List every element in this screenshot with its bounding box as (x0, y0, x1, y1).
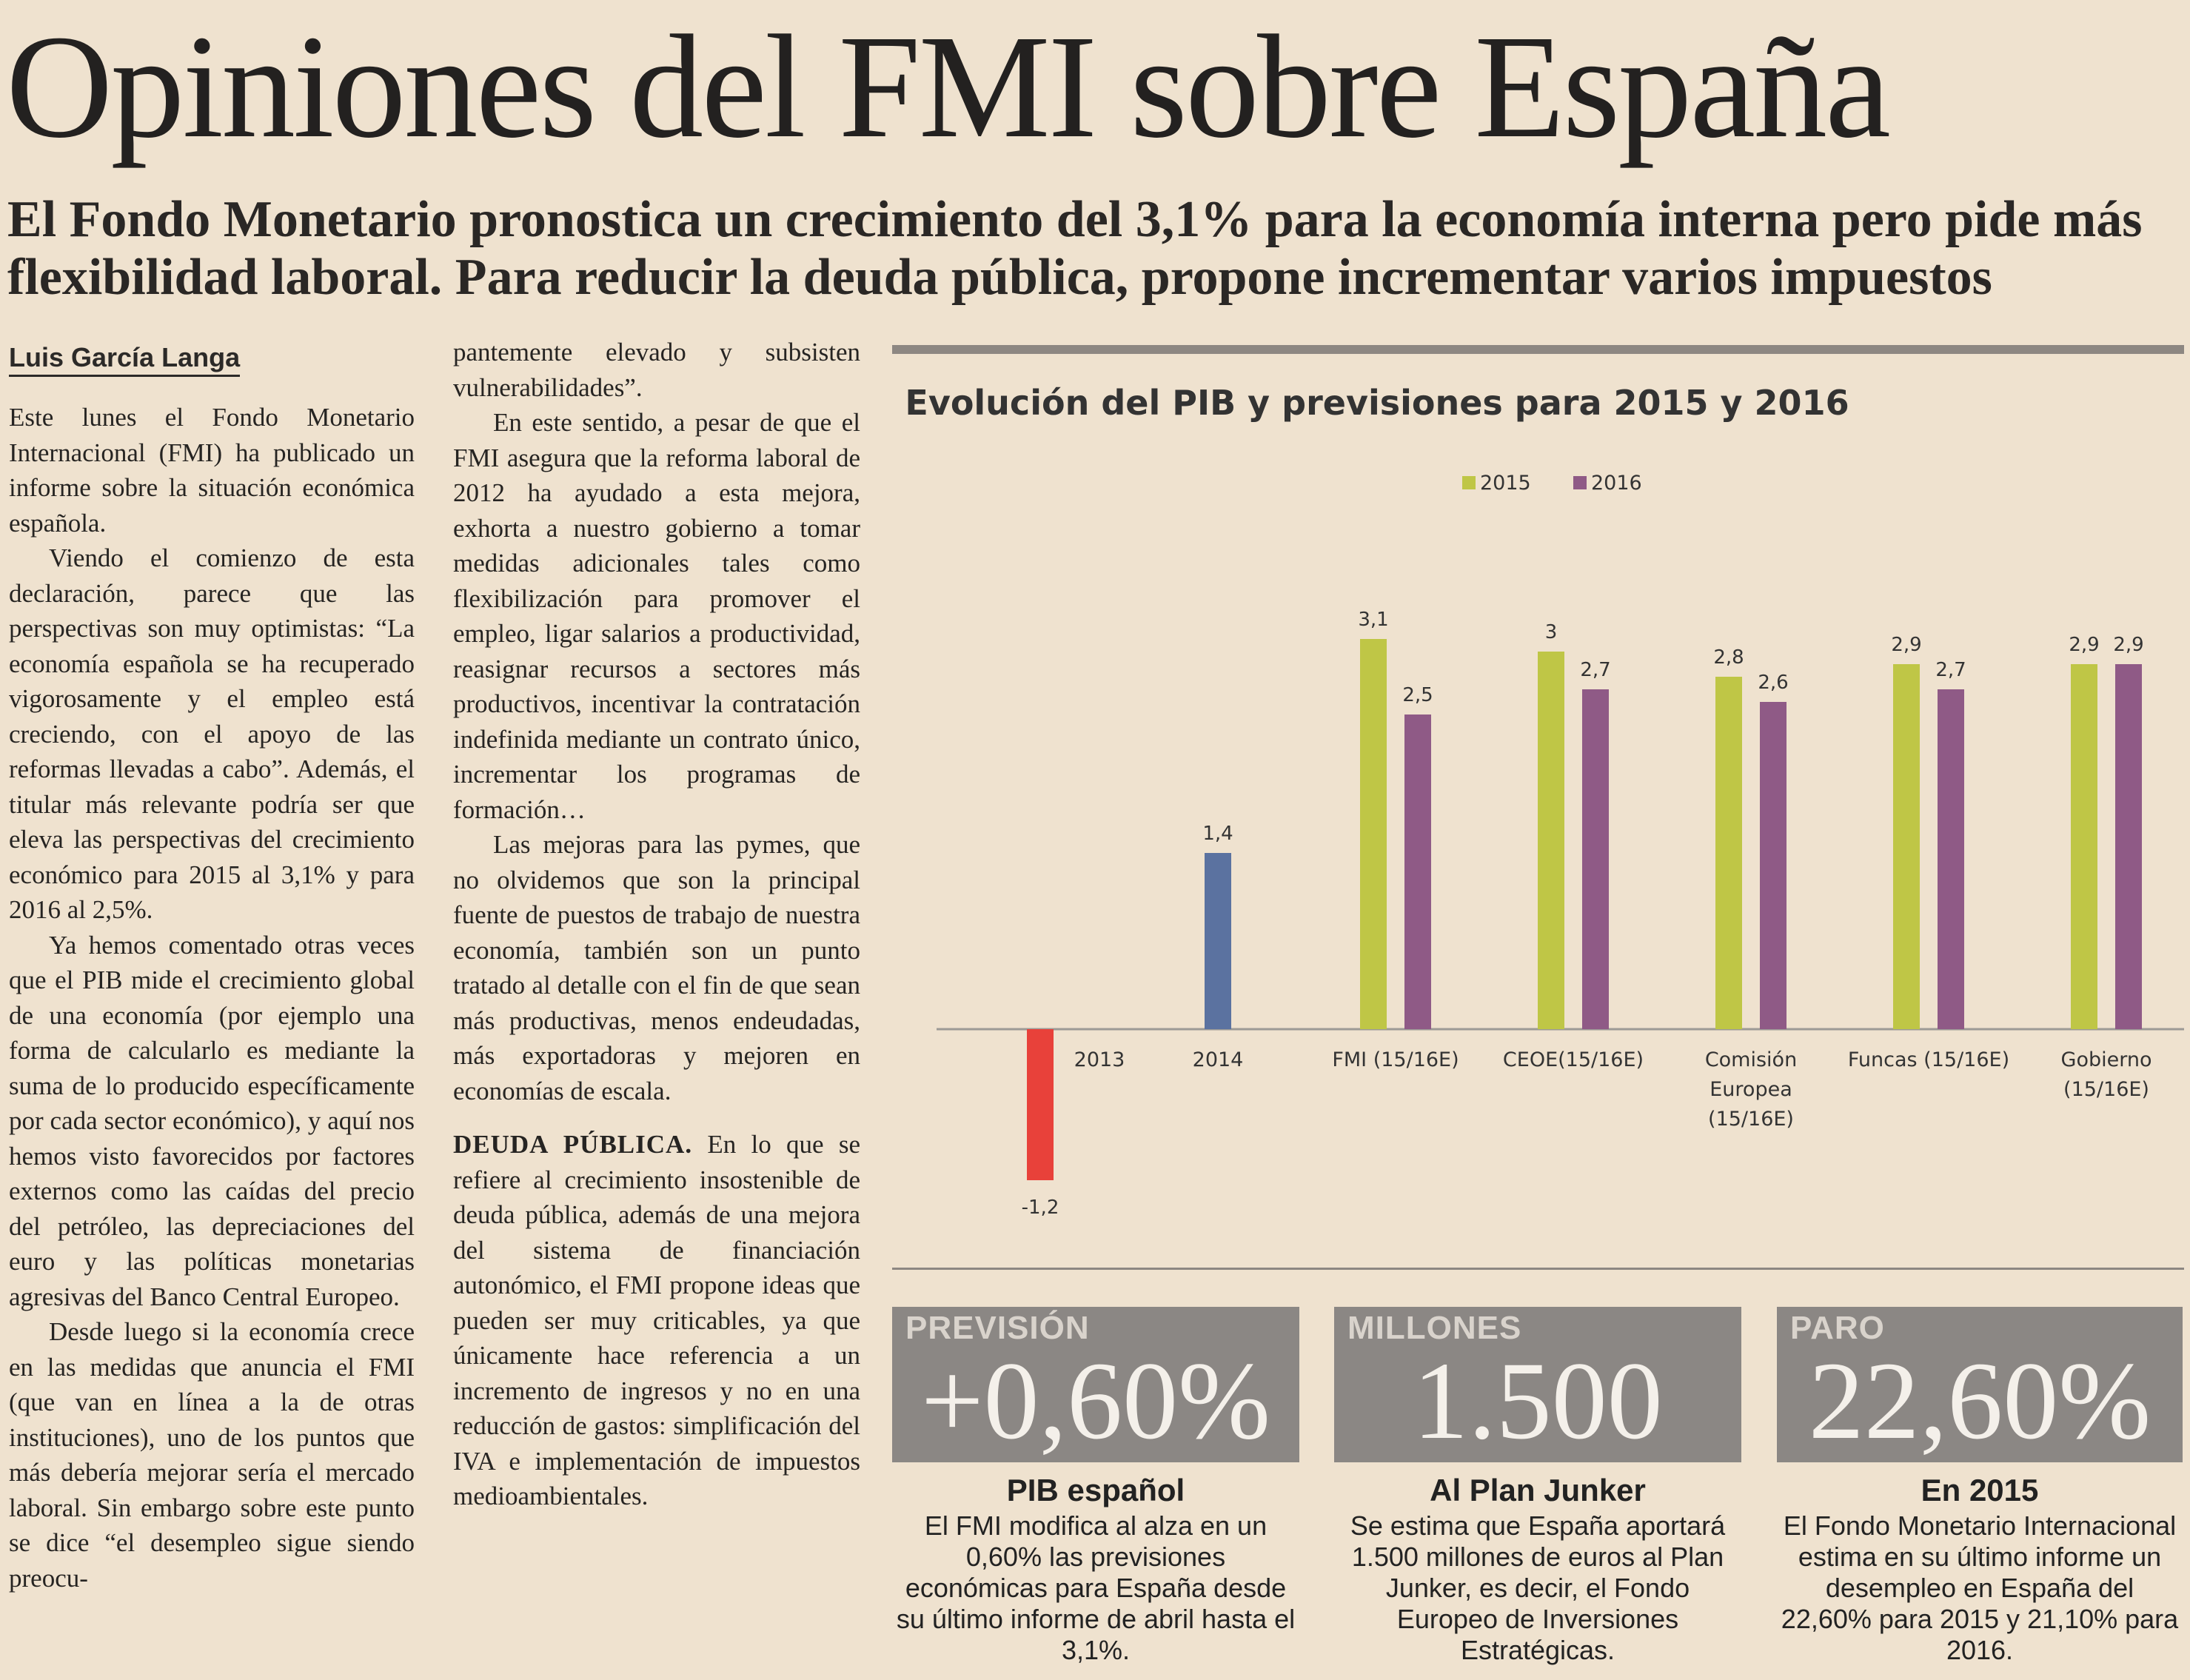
paragraph: Las mejoras para las pymes, que no olvid… (453, 830, 860, 1105)
paragraph: Desde luego si la economía crece en las … (9, 1317, 415, 1593)
chart-svg: Evolución del PIB y previsiones para 201… (905, 383, 2184, 1219)
stat-caption-title: Al Plan Junker (1430, 1473, 1646, 1507)
category-label-line: 2014 (1193, 1048, 1244, 1071)
paragraph: pantemente elevado y subsisten vulnerabi… (453, 338, 860, 402)
stat-caption-paro: En 2015 El Fondo Monetario Internacional… (1777, 1473, 2183, 1666)
stat-caption-pib: PIB español El FMI modifica al alza en u… (892, 1473, 1299, 1666)
pib-chart: Evolución del PIB y previsiones para 201… (892, 355, 2184, 1266)
category-label-5: Funcas (15/16E) (1848, 1048, 2009, 1071)
legend-swatch-2015 (1462, 476, 1476, 489)
stat-label: PARO (1790, 1310, 1885, 1346)
section-paragraph: DEUDA PÚBLICA. En lo que se refiere al c… (453, 1127, 860, 1514)
stat-caption-text: El FMI modifica al alza en un 0,60% las … (896, 1510, 1296, 1665)
subheadline-line-2: flexibilidad laboral. Para reducir la de… (7, 249, 1992, 306)
legend-label-2015: 2015 (1480, 472, 1531, 495)
data-label-3-2016: 2,7 (1580, 659, 1610, 681)
bar-0-2013 (1027, 1029, 1054, 1180)
category-label-6: Gobierno (15/16E) (2061, 1048, 2152, 1101)
paragraph: Ya hemos comentado otras veces que el PI… (9, 930, 415, 1311)
stat-label: PREVISIÓN (905, 1310, 1090, 1346)
bottom-rule (892, 1268, 2184, 1270)
category-label-line: Europea (1710, 1078, 1792, 1101)
bar-3-2015 (1538, 652, 1564, 1029)
paragraph: En este sentido, a pesar de que el FMI a… (453, 408, 860, 824)
bar-5-2016 (1938, 689, 1964, 1029)
data-label-2-2015: 3,1 (1358, 609, 1388, 631)
article-column-1: Este lunes el Fondo Monetario Internacio… (9, 400, 415, 1596)
category-label-line: Gobierno (2061, 1048, 2152, 1071)
stat-caption-text: El Fondo Monetario Internacional estima … (1781, 1510, 2179, 1665)
stat-box-prevision: PREVISIÓN +0,60% (892, 1307, 1299, 1462)
category-label-line: CEOE(15/16E) (1503, 1048, 1644, 1071)
data-label-6-2015: 2,9 (2069, 634, 2099, 656)
section-text: En lo que se refiere al crecimiento inso… (453, 1130, 860, 1510)
category-label-line: Funcas (15/16E) (1848, 1048, 2009, 1071)
stat-caption-title: PIB español (1006, 1473, 1185, 1507)
stat-box-millones: MILLONES 1.500 (1334, 1307, 1741, 1462)
stat-value: +0,60% (920, 1339, 1271, 1462)
section-heading: DEUDA PÚBLICA. (453, 1130, 693, 1159)
chart-title: Evolución del PIB y previsiones para 201… (905, 383, 1849, 423)
data-label-4-2016: 2,6 (1758, 672, 1788, 694)
category-label-2: FMI (15/16E) (1332, 1048, 1459, 1071)
category-label-3: CEOE(15/16E) (1503, 1048, 1644, 1071)
bar-5-2015 (1893, 664, 1920, 1029)
headline: Opiniones del FMI sobre España (6, 5, 1891, 169)
category-label-1: 2014 (1193, 1048, 1244, 1071)
bar-2-2015 (1360, 639, 1387, 1029)
legend-label-2016: 2016 (1591, 472, 1642, 495)
category-label-line: FMI (15/16E) (1332, 1048, 1459, 1071)
stat-caption-junker: Al Plan Junker Se estima que España apor… (1334, 1473, 1741, 1666)
bar-6-2015 (2071, 664, 2097, 1029)
top-rule (892, 345, 2184, 354)
article-column-2: pantemente elevado y subsisten vulnerabi… (453, 335, 860, 1514)
stat-value: 22,60% (1808, 1339, 2152, 1462)
paragraph: Viendo el comienzo de esta declaración, … (9, 543, 415, 924)
paragraph: Este lunes el Fondo Monetario Internacio… (9, 403, 415, 538)
bar-2-2016 (1404, 714, 1431, 1029)
category-label-4: Comisión Europea (15/16E) (1705, 1048, 1797, 1131)
bar-6-2016 (2115, 664, 2142, 1029)
data-label-5-2016: 2,7 (1935, 659, 1966, 681)
stat-value: 1.500 (1413, 1339, 1663, 1462)
category-label-line: Comisión (1705, 1048, 1797, 1071)
data-label-5-2015: 2,9 (1891, 634, 1921, 656)
data-label-6-2016: 2,9 (2113, 634, 2143, 656)
stat-caption-title: En 2015 (1921, 1473, 2039, 1507)
category-label-line: 2013 (1074, 1048, 1125, 1071)
data-label-0-2013: -1,2 (1022, 1197, 1059, 1219)
bar-4-2016 (1760, 702, 1787, 1029)
bar-4-2015 (1715, 677, 1742, 1029)
byline: Luis García Langa (9, 342, 241, 377)
bar-3-2016 (1582, 689, 1609, 1029)
data-label-4-2015: 2,8 (1713, 646, 1744, 669)
subheadline: El Fondo Monetario pronostica un crecimi… (7, 191, 2154, 307)
data-label-3-2015: 3 (1545, 621, 1558, 643)
subheadline-line-1: El Fondo Monetario pronostica un crecimi… (7, 191, 2143, 248)
data-label-2-2016: 2,5 (1402, 684, 1433, 706)
category-label-0: 2013 (1074, 1048, 1125, 1071)
category-label-line: (15/16E) (1708, 1108, 1794, 1131)
data-label-1-2014: 1,4 (1202, 823, 1233, 845)
stat-label: MILLONES (1347, 1310, 1522, 1346)
bar-1-2014 (1205, 853, 1231, 1029)
category-label-line: (15/16E) (2063, 1078, 2149, 1101)
stat-box-paro: PARO 22,60% (1777, 1307, 2183, 1462)
stat-caption-text: Se estima que España aportará 1.500 mill… (1350, 1510, 1726, 1665)
legend-swatch-2016 (1573, 476, 1587, 489)
